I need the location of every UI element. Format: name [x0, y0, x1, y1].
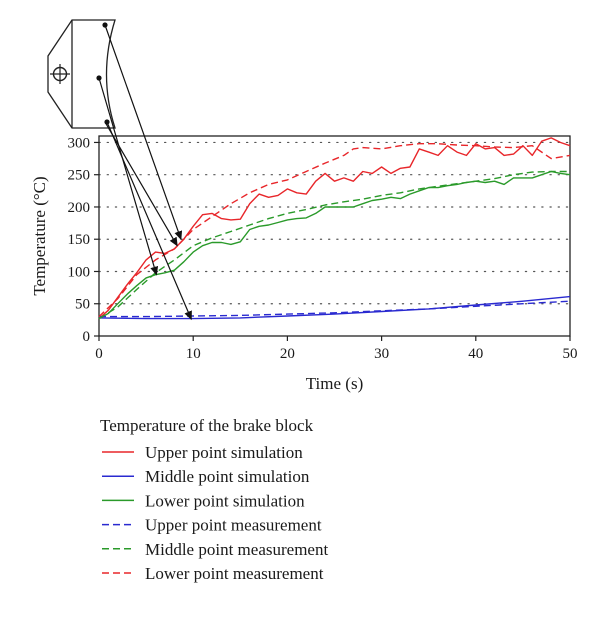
y-tick-label-50: 50 [75, 297, 90, 313]
arrow-upper-point [104, 24, 183, 241]
series-line-upper-point-measurement [99, 300, 571, 318]
legend-label-lower-point-simulation: Lower point simulation [145, 491, 305, 510]
y-tick-label-200: 200 [68, 200, 91, 216]
legend-label-upper-point-simulation: Upper point simulation [145, 443, 303, 462]
brake-block-schematic [47, 19, 116, 129]
y-axis-title: Temperature (°C) [30, 176, 49, 295]
series-line-upper-point-simulation [98, 137, 571, 320]
x-tick-label-10: 10 [186, 346, 201, 362]
x-tick-label-20: 20 [280, 346, 295, 362]
plot-frame [98, 135, 571, 337]
x-tick-label-40: 40 [468, 346, 483, 362]
arrow-middle-point [98, 77, 159, 276]
legend-label-middle-point-measurement: Middle point measurement [145, 540, 328, 559]
x-axis-title: Time (s) [306, 374, 363, 393]
x-tick-label-50: 50 [563, 346, 578, 362]
series-line-lower-point-simulation [98, 170, 571, 320]
legend-label-upper-point-measurement: Upper point measurement [145, 516, 322, 535]
legend-label-middle-point-simulation: Middle point simulation [145, 467, 310, 486]
x-tick-label-0: 0 [95, 346, 103, 362]
y-tick-label-150: 150 [68, 232, 91, 248]
arrow-lower-point-b [104, 121, 178, 247]
x-tick-label-30: 30 [374, 346, 389, 362]
y-tick-label-100: 100 [68, 264, 91, 280]
series-line-middle-point-measurement [98, 170, 570, 320]
y-tick-label-250: 250 [68, 168, 91, 184]
y-tick-label-0: 0 [83, 329, 91, 345]
legend-title: Temperature of the brake block [100, 416, 314, 435]
legend-label-lower-point-measurement: Lower point measurement [145, 564, 324, 583]
y-tick-label-300: 300 [68, 135, 91, 151]
arrow-lower-point-a [106, 121, 192, 321]
series-line-lower-point-measurement [98, 142, 571, 318]
series-line-middle-point-simulation [98, 295, 571, 320]
